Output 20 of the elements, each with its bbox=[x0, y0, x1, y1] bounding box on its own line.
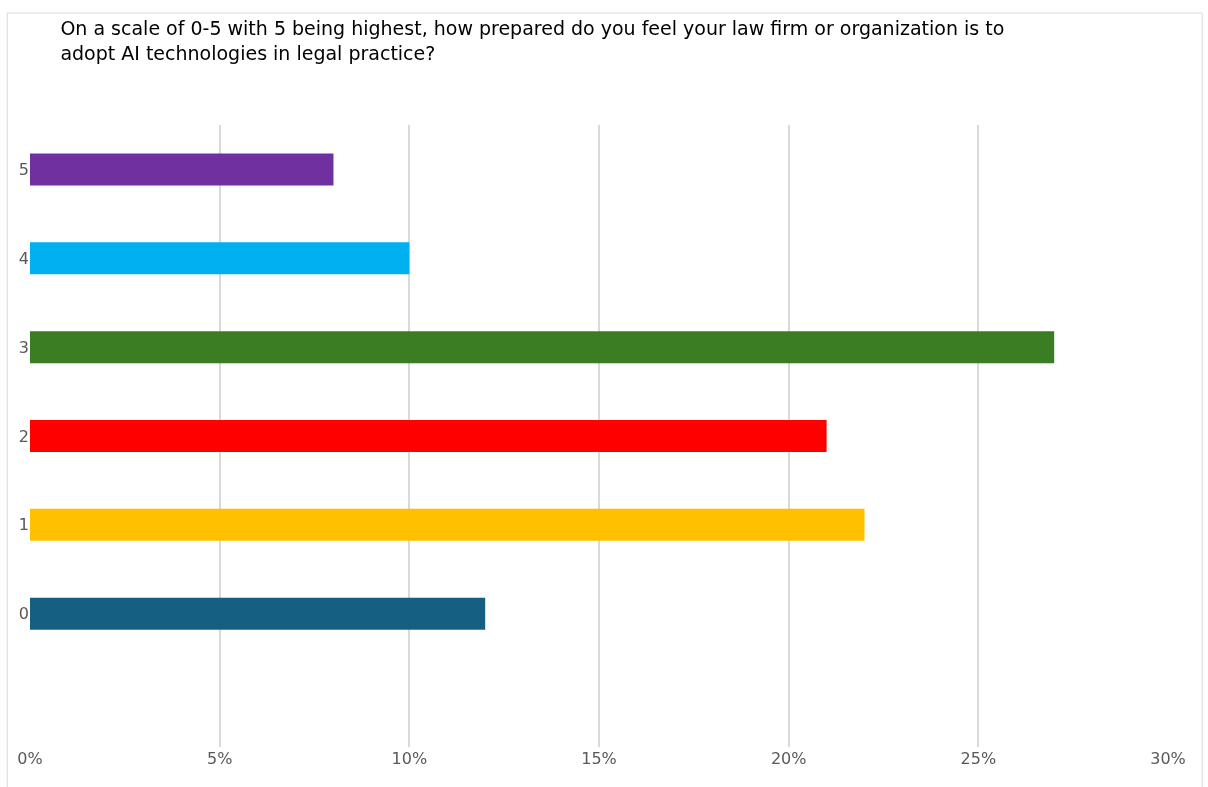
y-tick-label: 3 bbox=[18, 337, 29, 357]
bar bbox=[30, 597, 486, 630]
x-tick-label: 20% bbox=[770, 749, 807, 768]
y-tick-label: 2 bbox=[18, 426, 29, 446]
bar bbox=[30, 153, 334, 186]
y-tick-label: 1 bbox=[18, 515, 29, 535]
y-tick-label: 4 bbox=[18, 248, 29, 268]
chart-title: On a scale of 0-5 with 5 being highest, how prepared do you feel your law firm or organization is to adopt AI technologies in legal practice? bbox=[60, 17, 1005, 65]
bar bbox=[30, 242, 410, 275]
bar bbox=[30, 420, 827, 452]
bar bbox=[30, 331, 1055, 364]
x-tick-label: 10% bbox=[391, 749, 428, 768]
x-tick-label: 25% bbox=[960, 749, 997, 768]
x-tick-label: 5% bbox=[206, 749, 233, 768]
x-tick-label: 15% bbox=[581, 749, 617, 768]
x-tick-label: 30% bbox=[1150, 749, 1186, 768]
y-tick-label: 5 bbox=[18, 160, 29, 180]
x-tick-label: 0% bbox=[17, 749, 43, 768]
bar bbox=[30, 508, 865, 541]
y-tick-label: 0 bbox=[18, 604, 29, 624]
